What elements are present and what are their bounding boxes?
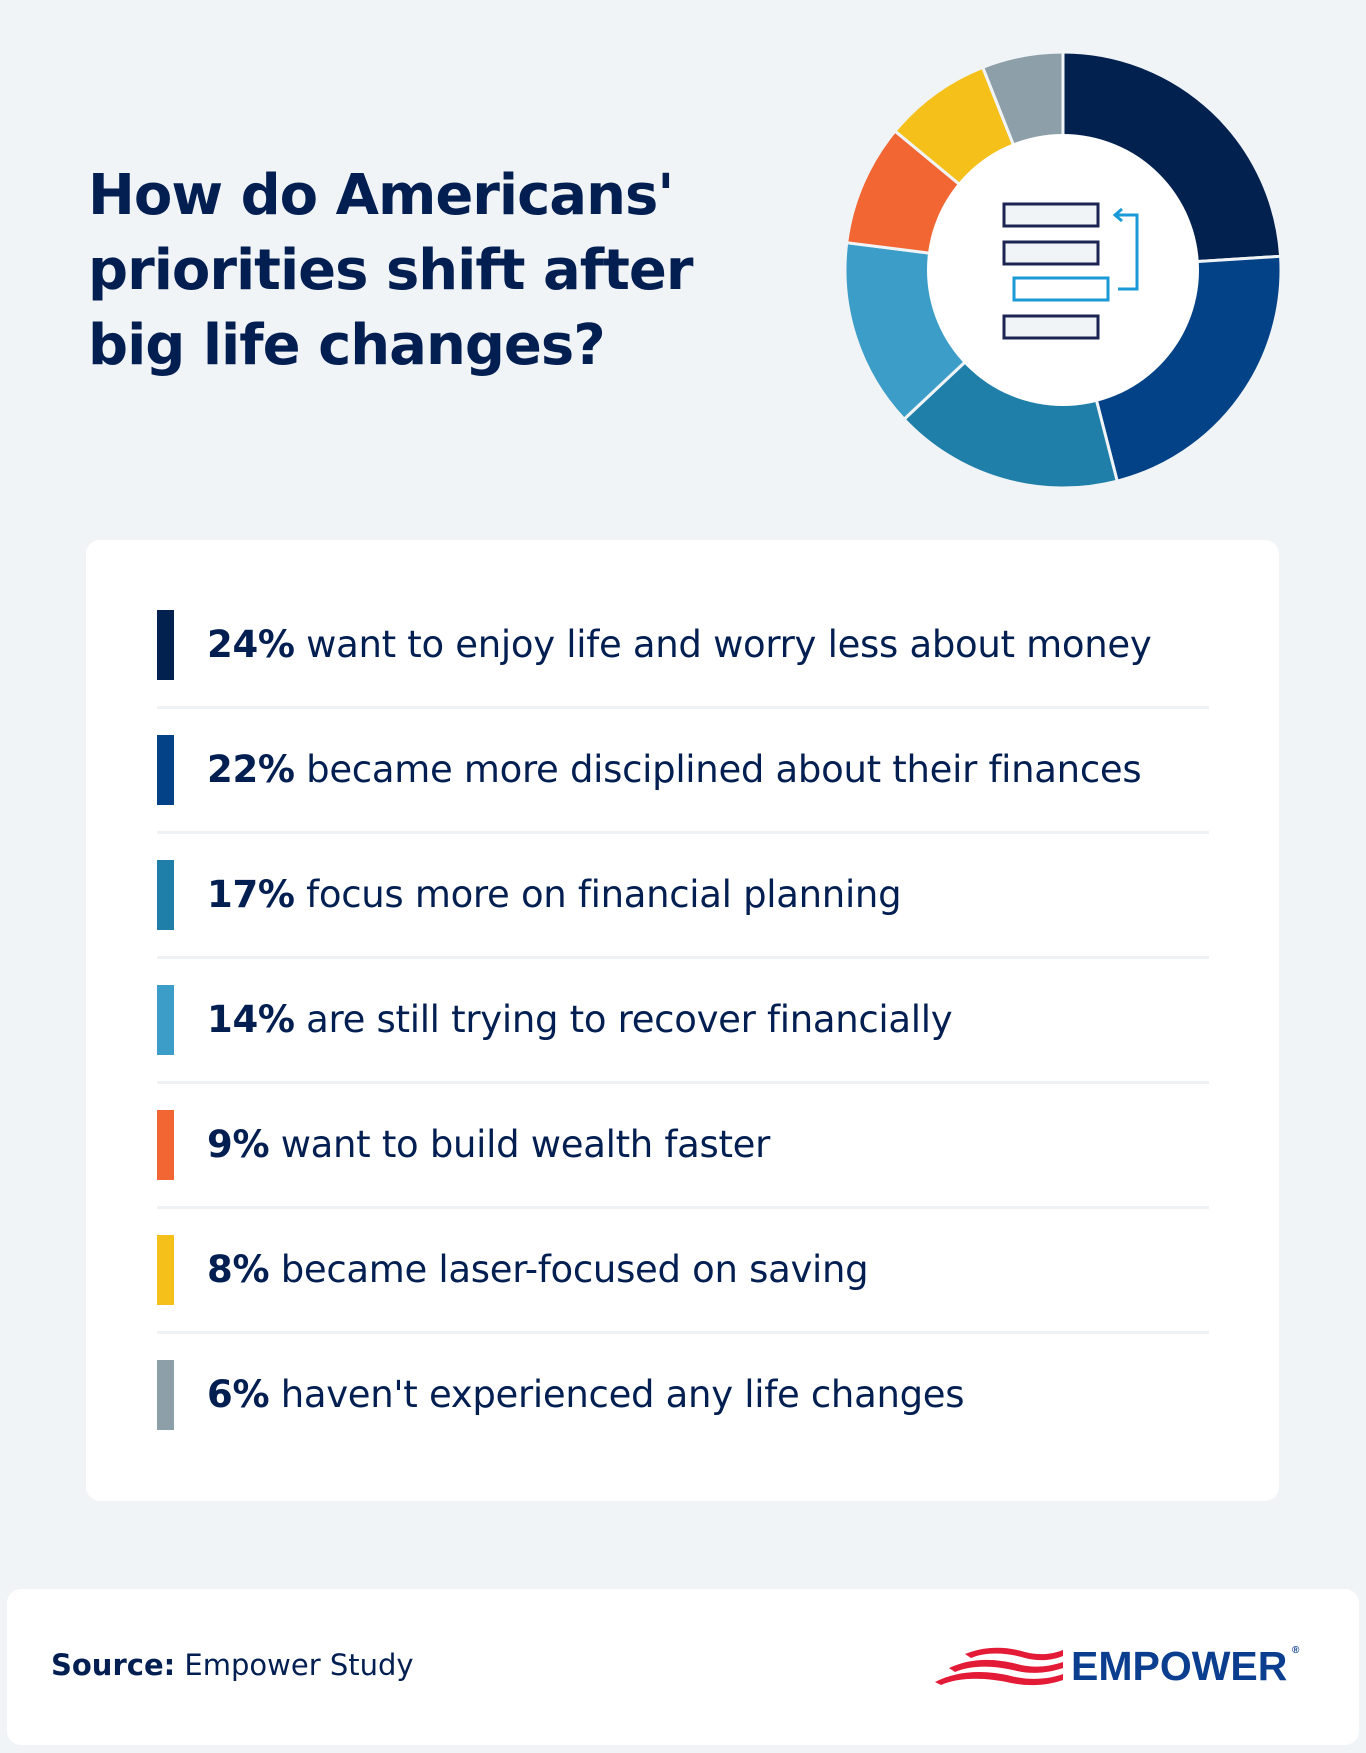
legend-label: are still trying to recover financially	[306, 998, 953, 1041]
legend-percent: 6%	[207, 1373, 270, 1416]
legend-percent: 8%	[207, 1248, 270, 1291]
legend-color-bar	[157, 610, 174, 680]
source-value: Empower Study	[175, 1648, 414, 1682]
donut-hole	[927, 134, 1199, 406]
registered-mark: ®	[1292, 1644, 1300, 1656]
legend-label: want to enjoy life and worry less about …	[306, 623, 1152, 666]
legend-color-bar	[157, 1360, 174, 1430]
divider	[157, 706, 1209, 709]
divider	[157, 831, 1209, 834]
legend-item: 17% focus more on financial planning	[157, 790, 1209, 959]
legend-card: 24% want to enjoy life and worry less ab…	[86, 540, 1279, 1501]
legend-label: haven't experienced any life changes	[280, 1373, 965, 1416]
legend-color-bar	[157, 735, 174, 805]
legend-label: became more disciplined about their fina…	[306, 748, 1142, 791]
legend-item: 22% became more disciplined about their …	[157, 665, 1209, 834]
legend-item: 8% became laser-focused on saving	[157, 1165, 1209, 1334]
legend-item: 6% haven't experienced any life changes	[157, 1290, 1209, 1430]
legend-percent: 22%	[207, 748, 295, 791]
divider	[157, 956, 1209, 959]
legend-percent: 9%	[207, 1123, 270, 1166]
legend-color-bar	[157, 860, 174, 930]
logo-text: EMPOWER	[1071, 1642, 1288, 1689]
donut-chart	[843, 50, 1283, 490]
legend-item: 9% want to build wealth faster	[157, 1040, 1209, 1209]
reorder-list-icon	[1002, 202, 1139, 340]
divider	[157, 1081, 1209, 1084]
flag-stripes-icon	[935, 1647, 1063, 1686]
legend-label: want to build wealth faster	[280, 1123, 771, 1166]
source-label: Source:	[51, 1648, 176, 1682]
empower-logo: EMPOWER ®	[935, 1641, 1299, 1691]
legend-label: focus more on financial planning	[306, 873, 902, 916]
legend-percent: 14%	[207, 998, 295, 1041]
source-citation: Source: Empower Study	[51, 1645, 414, 1685]
page-title: How do Americans' priorities shift after…	[88, 163, 694, 378]
legend-item: 24% want to enjoy life and worry less ab…	[157, 540, 1209, 709]
footer: Source: Empower Study EMPOWER ®	[7, 1589, 1359, 1745]
divider	[157, 1331, 1209, 1334]
legend-color-bar	[157, 1110, 174, 1180]
legend-color-bar	[157, 985, 174, 1055]
legend-color-bar	[157, 1235, 174, 1305]
legend-item: 14% are still trying to recover financia…	[157, 915, 1209, 1084]
legend-label: became laser-focused on saving	[280, 1248, 869, 1291]
legend-percent: 24%	[207, 623, 295, 666]
legend-percent: 17%	[207, 873, 295, 916]
divider	[157, 1206, 1209, 1209]
